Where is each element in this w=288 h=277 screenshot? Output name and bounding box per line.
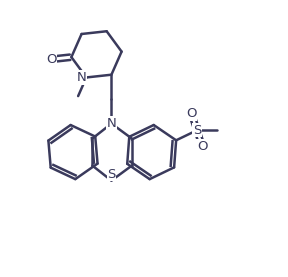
Text: N: N [77,71,86,84]
Text: N: N [107,117,116,130]
Text: S: S [107,168,115,181]
Text: S: S [193,124,201,137]
Text: O: O [186,107,197,120]
Text: O: O [197,140,208,153]
Text: O: O [46,53,56,66]
